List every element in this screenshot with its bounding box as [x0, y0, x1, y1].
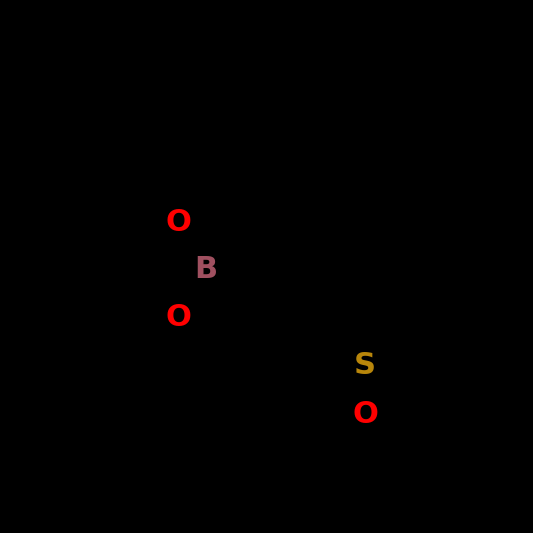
Text: O: O [165, 208, 191, 237]
Text: O: O [165, 303, 191, 332]
Text: S: S [354, 351, 376, 380]
Text: O: O [352, 400, 378, 429]
Text: B: B [194, 255, 217, 285]
